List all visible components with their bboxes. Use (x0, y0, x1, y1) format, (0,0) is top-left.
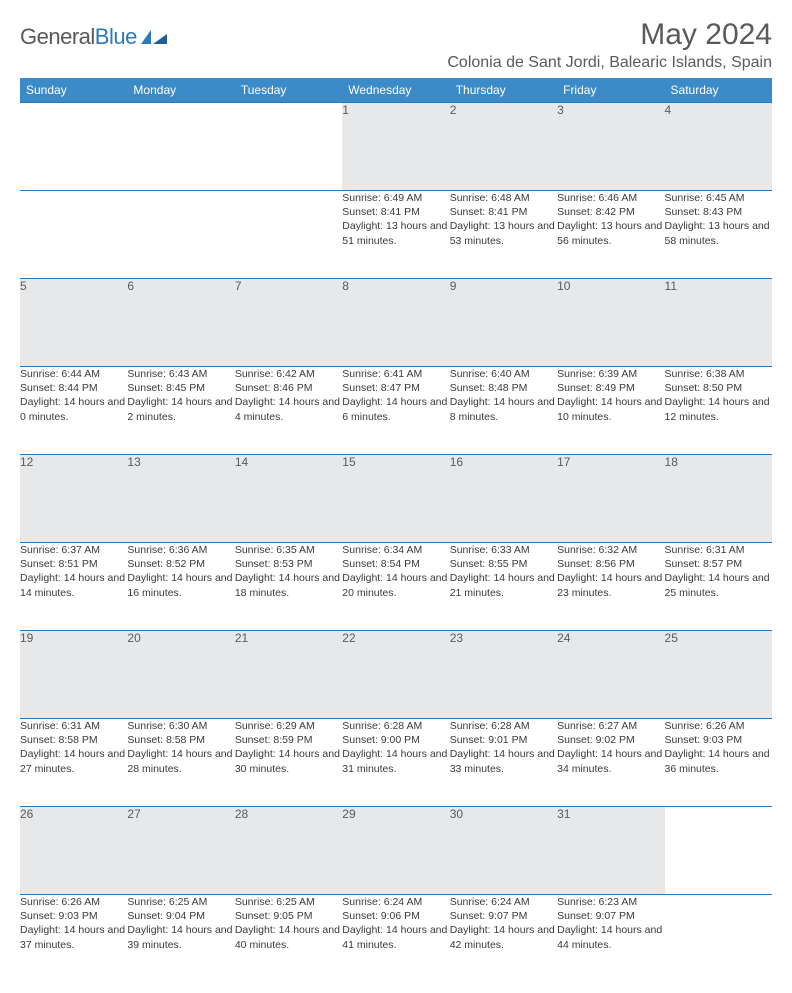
day-detail-cell: Sunrise: 6:32 AMSunset: 8:56 PMDaylight:… (557, 543, 664, 631)
day-number-cell: 28 (235, 807, 342, 895)
calendar-table: Sunday Monday Tuesday Wednesday Thursday… (20, 78, 772, 983)
day-detail-cell: Sunrise: 6:36 AMSunset: 8:52 PMDaylight:… (127, 543, 234, 631)
day-detail-cell: Sunrise: 6:23 AMSunset: 9:07 PMDaylight:… (557, 895, 664, 983)
day-detail-cell: Sunrise: 6:28 AMSunset: 9:01 PMDaylight:… (450, 719, 557, 807)
day-detail-cell: Sunrise: 6:33 AMSunset: 8:55 PMDaylight:… (450, 543, 557, 631)
col-sun: Sunday (20, 78, 127, 103)
day-number-cell: 2 (450, 103, 557, 191)
day-detail-cell: Sunrise: 6:43 AMSunset: 8:45 PMDaylight:… (127, 367, 234, 455)
col-mon: Monday (127, 78, 234, 103)
day-detail-cell: Sunrise: 6:41 AMSunset: 8:47 PMDaylight:… (342, 367, 449, 455)
col-wed: Wednesday (342, 78, 449, 103)
day-detail-cell (20, 191, 127, 279)
day-number-cell: 15 (342, 455, 449, 543)
day-detail-row: Sunrise: 6:37 AMSunset: 8:51 PMDaylight:… (20, 543, 772, 631)
day-detail-cell: Sunrise: 6:39 AMSunset: 8:49 PMDaylight:… (557, 367, 664, 455)
day-number-cell: 22 (342, 631, 449, 719)
day-detail-row: Sunrise: 6:44 AMSunset: 8:44 PMDaylight:… (20, 367, 772, 455)
day-number-cell: 19 (20, 631, 127, 719)
day-number-cell: 7 (235, 279, 342, 367)
day-number-row: 1234 (20, 103, 772, 191)
day-number-cell: 29 (342, 807, 449, 895)
day-number-cell: 9 (450, 279, 557, 367)
day-number-cell: 6 (127, 279, 234, 367)
day-number-cell: 23 (450, 631, 557, 719)
day-number-cell: 11 (665, 279, 772, 367)
col-sat: Saturday (665, 78, 772, 103)
day-detail-cell: Sunrise: 6:28 AMSunset: 9:00 PMDaylight:… (342, 719, 449, 807)
day-number-cell: 24 (557, 631, 664, 719)
header: GeneralBlue May 2024 Colonia de Sant Jor… (20, 18, 772, 72)
day-detail-cell: Sunrise: 6:44 AMSunset: 8:44 PMDaylight:… (20, 367, 127, 455)
day-detail-cell: Sunrise: 6:24 AMSunset: 9:07 PMDaylight:… (450, 895, 557, 983)
day-number-cell: 25 (665, 631, 772, 719)
day-detail-cell: Sunrise: 6:25 AMSunset: 9:04 PMDaylight:… (127, 895, 234, 983)
location: Colonia de Sant Jordi, Balearic Islands,… (447, 54, 772, 72)
logo-text: GeneralBlue (20, 24, 137, 50)
day-detail-cell: Sunrise: 6:25 AMSunset: 9:05 PMDaylight:… (235, 895, 342, 983)
day-number-row: 19202122232425 (20, 631, 772, 719)
day-number-cell: 8 (342, 279, 449, 367)
col-fri: Friday (557, 78, 664, 103)
day-detail-row: Sunrise: 6:26 AMSunset: 9:03 PMDaylight:… (20, 895, 772, 983)
day-detail-cell: Sunrise: 6:27 AMSunset: 9:02 PMDaylight:… (557, 719, 664, 807)
day-number-row: 262728293031 (20, 807, 772, 895)
day-detail-row: Sunrise: 6:31 AMSunset: 8:58 PMDaylight:… (20, 719, 772, 807)
day-number-cell: 17 (557, 455, 664, 543)
day-detail-cell: Sunrise: 6:34 AMSunset: 8:54 PMDaylight:… (342, 543, 449, 631)
day-number-cell: 4 (665, 103, 772, 191)
day-number-cell: 13 (127, 455, 234, 543)
day-number-cell: 21 (235, 631, 342, 719)
day-detail-cell: Sunrise: 6:26 AMSunset: 9:03 PMDaylight:… (20, 895, 127, 983)
month-title: May 2024 (447, 18, 772, 52)
logo: GeneralBlue (20, 18, 169, 50)
day-number-cell: 20 (127, 631, 234, 719)
day-number-row: 12131415161718 (20, 455, 772, 543)
day-number-row: 567891011 (20, 279, 772, 367)
day-detail-cell: Sunrise: 6:45 AMSunset: 8:43 PMDaylight:… (665, 191, 772, 279)
day-detail-cell: Sunrise: 6:29 AMSunset: 8:59 PMDaylight:… (235, 719, 342, 807)
day-number-cell: 18 (665, 455, 772, 543)
day-number-cell (235, 103, 342, 191)
day-number-cell (127, 103, 234, 191)
day-number-cell: 1 (342, 103, 449, 191)
col-tue: Tuesday (235, 78, 342, 103)
day-number-cell: 31 (557, 807, 664, 895)
day-detail-cell: Sunrise: 6:31 AMSunset: 8:58 PMDaylight:… (20, 719, 127, 807)
day-number-cell: 27 (127, 807, 234, 895)
col-thu: Thursday (450, 78, 557, 103)
weekday-header-row: Sunday Monday Tuesday Wednesday Thursday… (20, 78, 772, 103)
day-detail-cell: Sunrise: 6:40 AMSunset: 8:48 PMDaylight:… (450, 367, 557, 455)
day-detail-cell (665, 895, 772, 983)
day-number-cell (20, 103, 127, 191)
day-detail-cell: Sunrise: 6:30 AMSunset: 8:58 PMDaylight:… (127, 719, 234, 807)
day-detail-cell: Sunrise: 6:42 AMSunset: 8:46 PMDaylight:… (235, 367, 342, 455)
day-number-cell: 3 (557, 103, 664, 191)
day-detail-cell: Sunrise: 6:35 AMSunset: 8:53 PMDaylight:… (235, 543, 342, 631)
day-detail-cell: Sunrise: 6:46 AMSunset: 8:42 PMDaylight:… (557, 191, 664, 279)
day-detail-cell (127, 191, 234, 279)
day-number-cell: 10 (557, 279, 664, 367)
logo-part2: Blue (95, 24, 137, 49)
day-detail-cell: Sunrise: 6:24 AMSunset: 9:06 PMDaylight:… (342, 895, 449, 983)
day-detail-cell (235, 191, 342, 279)
day-number-cell: 26 (20, 807, 127, 895)
day-detail-cell: Sunrise: 6:48 AMSunset: 8:41 PMDaylight:… (450, 191, 557, 279)
day-number-cell (665, 807, 772, 895)
day-number-cell: 16 (450, 455, 557, 543)
day-detail-row: Sunrise: 6:49 AMSunset: 8:41 PMDaylight:… (20, 191, 772, 279)
day-detail-cell: Sunrise: 6:38 AMSunset: 8:50 PMDaylight:… (665, 367, 772, 455)
logo-part1: General (20, 24, 95, 49)
day-number-cell: 30 (450, 807, 557, 895)
title-block: May 2024 Colonia de Sant Jordi, Balearic… (447, 18, 772, 72)
day-detail-cell: Sunrise: 6:49 AMSunset: 8:41 PMDaylight:… (342, 191, 449, 279)
day-detail-cell: Sunrise: 6:31 AMSunset: 8:57 PMDaylight:… (665, 543, 772, 631)
day-number-cell: 14 (235, 455, 342, 543)
day-number-cell: 5 (20, 279, 127, 367)
logo-sail-icon (139, 28, 169, 46)
day-detail-cell: Sunrise: 6:37 AMSunset: 8:51 PMDaylight:… (20, 543, 127, 631)
day-number-cell: 12 (20, 455, 127, 543)
day-detail-cell: Sunrise: 6:26 AMSunset: 9:03 PMDaylight:… (665, 719, 772, 807)
